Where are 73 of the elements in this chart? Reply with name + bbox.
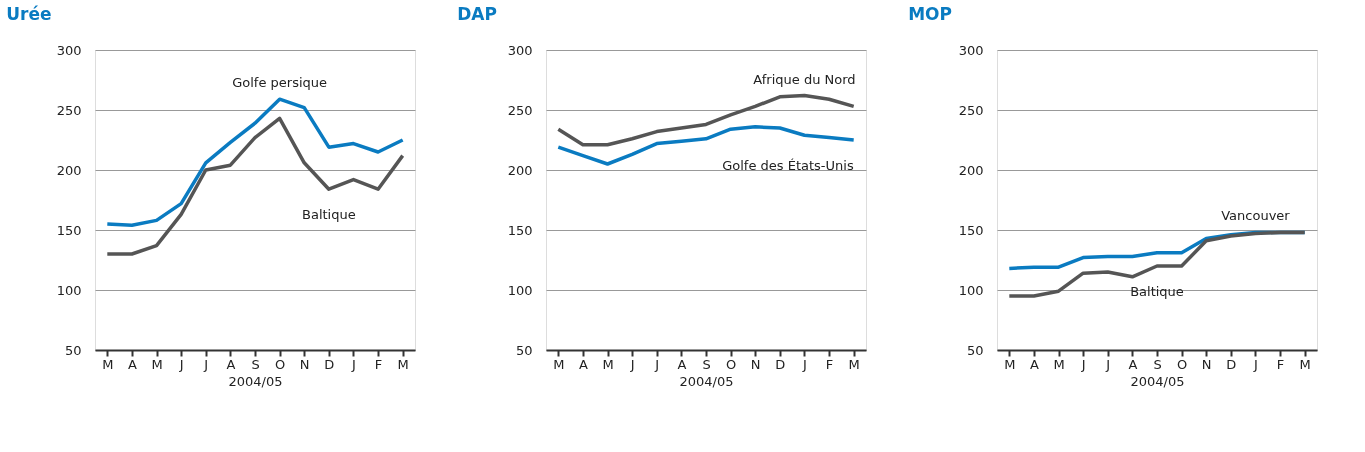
y-tick-label: 300	[56, 42, 82, 58]
x-tick-label: D	[324, 356, 335, 372]
x-tick-label: A	[127, 356, 137, 372]
x-tick-label: M	[1004, 356, 1016, 372]
y-tick-label: 150	[56, 222, 82, 238]
x-tick-label: J	[351, 356, 356, 372]
series-label: Golfe des États-Unis	[722, 158, 854, 173]
x-tick-label: N	[299, 356, 310, 372]
x-axis-title: 2004/05	[1130, 373, 1185, 389]
x-tick-label: S	[251, 356, 260, 372]
x-tick-label: M	[102, 356, 114, 372]
x-tick-label: M	[848, 356, 860, 372]
x-axis-title: 2004/05	[228, 373, 283, 389]
x-tick-label: N	[750, 356, 761, 372]
x-tick-label: S	[1153, 356, 1162, 372]
y-tick-label: 300	[958, 42, 984, 58]
x-tick-label: M	[1053, 356, 1065, 372]
series-label: Baltique	[1130, 284, 1184, 299]
x-tick-label: M	[602, 356, 614, 372]
x-tick-label: M	[151, 356, 163, 372]
x-tick-label: J	[1253, 356, 1258, 372]
chart-title: MOP	[908, 4, 953, 24]
x-tick-label: J	[1080, 356, 1086, 372]
x-tick-label: A	[226, 356, 236, 372]
x-tick-label: J	[802, 356, 807, 372]
y-tick-label: 200	[507, 162, 533, 178]
y-tick-label: 250	[958, 102, 984, 118]
y-tick-label: 200	[958, 162, 984, 178]
y-tick-label: 50	[64, 342, 82, 358]
y-tick-label: 100	[507, 282, 533, 298]
x-tick-label: D	[775, 356, 786, 372]
y-tick-label: 100	[56, 282, 82, 298]
x-tick-label: O	[275, 356, 286, 372]
series-label: Baltique	[301, 207, 356, 223]
line-series	[556, 93, 856, 147]
x-tick-label: J	[654, 356, 660, 372]
x-tick-label: A	[578, 356, 588, 372]
y-tick-label: 50	[966, 342, 984, 358]
series-label: Afrique du Nord	[753, 71, 856, 87]
y-tick-label: 200	[56, 162, 82, 178]
chart-title: Urée	[6, 4, 52, 24]
x-tick-label: S	[702, 356, 711, 372]
x-tick-label: M	[553, 356, 565, 372]
y-tick-label: 50	[515, 342, 533, 358]
x-tick-label: N	[1201, 356, 1212, 372]
x-tick-label: D	[1226, 356, 1237, 372]
y-tick-label: 100	[958, 282, 984, 298]
x-tick-label: J	[203, 356, 209, 372]
x-tick-label: M	[397, 356, 409, 372]
series-label: Vancouver	[1221, 208, 1291, 224]
y-tick-label: 150	[958, 222, 984, 238]
x-tick-label: F	[1276, 356, 1285, 372]
x-tick-label: A	[1128, 356, 1138, 372]
x-tick-label: J	[178, 356, 184, 372]
y-tick-label: 250	[507, 102, 533, 118]
x-tick-label: F	[825, 356, 834, 372]
x-tick-label: O	[726, 356, 737, 372]
line-series	[105, 116, 405, 256]
line-series	[105, 97, 405, 227]
x-tick-label: A	[1029, 356, 1039, 372]
x-tick-label: J	[629, 356, 635, 372]
y-tick-label: 150	[507, 222, 533, 238]
y-tick-label: 300	[507, 42, 533, 58]
chart-title: DAP	[457, 4, 497, 24]
x-tick-label: F	[374, 356, 383, 372]
series-label: Golfe persique	[232, 75, 328, 91]
x-tick-label: O	[1177, 356, 1188, 372]
x-tick-label: A	[677, 356, 687, 372]
x-axis-title: 2004/05	[679, 373, 734, 389]
x-tick-label: J	[1105, 356, 1111, 372]
x-tick-label: M	[1299, 356, 1311, 372]
y-tick-label: 250	[56, 102, 82, 118]
line-series	[1007, 230, 1307, 298]
